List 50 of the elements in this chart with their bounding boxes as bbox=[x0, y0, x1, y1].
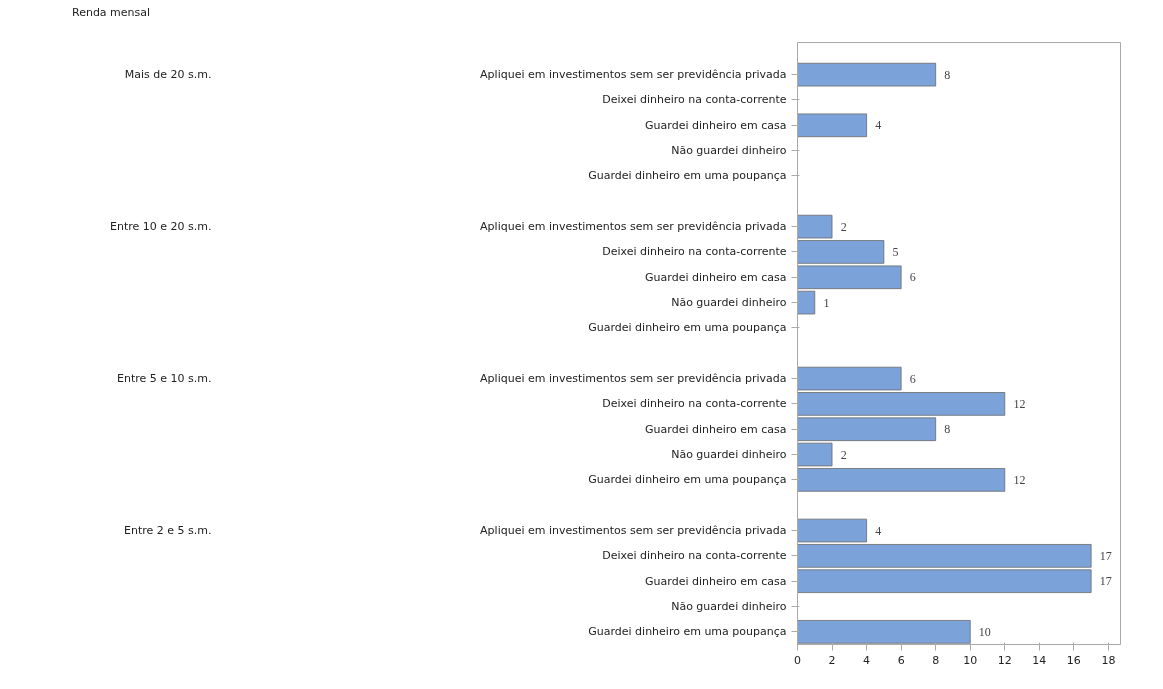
data-label: 12 bbox=[1013, 396, 1026, 411]
data-label: 6 bbox=[909, 270, 916, 285]
y-tick-label: Não guardei dinheiro bbox=[671, 600, 787, 614]
data-label: 1 bbox=[823, 295, 830, 310]
y-tick-label: Guardei dinheiro em uma poupança bbox=[588, 473, 787, 487]
y-tick-label: Deixei dinheiro na conta-corrente bbox=[602, 93, 787, 107]
x-tick-label: 8 bbox=[932, 653, 940, 667]
y-tick-label: Guardei dinheiro em uma poupança bbox=[588, 625, 787, 639]
text: Renda mensal bbox=[72, 5, 151, 21]
x-tick-label: 4 bbox=[863, 653, 871, 667]
data-label: 4 bbox=[875, 118, 882, 133]
data-label: 8 bbox=[944, 422, 951, 437]
text: Entre 2 e 5 s.m. bbox=[124, 524, 212, 538]
x-tick-label: 14 bbox=[1032, 653, 1047, 667]
data-label: 5 bbox=[892, 244, 899, 259]
x-tick-label: 12 bbox=[997, 653, 1012, 667]
text: Entre 5 e 10 s.m. bbox=[117, 372, 212, 386]
x-tick-label: 16 bbox=[1066, 653, 1081, 667]
y-tick-label: Deixei dinheiro na conta-corrente bbox=[602, 549, 787, 563]
y-tick-label: Apliquei em investimentos sem ser previdência privada bbox=[480, 68, 787, 82]
x-tick-label: 0 bbox=[794, 653, 801, 667]
data-label: 6 bbox=[909, 371, 916, 386]
data-label: 17 bbox=[1099, 574, 1112, 589]
data-label: 17 bbox=[1099, 548, 1112, 563]
y-tick-label: Guardei dinheiro em uma poupança bbox=[588, 169, 787, 183]
data-label: 12 bbox=[1013, 472, 1026, 487]
data-label: 4 bbox=[875, 523, 882, 538]
y-tick-label: Não guardei dinheiro bbox=[671, 296, 787, 310]
x-tick-label: 18 bbox=[1101, 653, 1116, 667]
data-label: 8 bbox=[944, 67, 951, 82]
y-tick-label: Guardei dinheiro em casa bbox=[645, 422, 787, 436]
data-label: 2 bbox=[840, 447, 847, 462]
y-tick-label: Apliquei em investimentos sem ser previdência privada bbox=[480, 220, 787, 234]
y-tick-label: Deixei dinheiro na conta-corrente bbox=[602, 397, 787, 411]
y-tick-label: Guardei dinheiro em casa bbox=[645, 270, 787, 284]
data-label: 2 bbox=[840, 219, 847, 234]
y-tick-label: Guardei dinheiro em uma poupança bbox=[588, 321, 787, 335]
y-tick-label: Não guardei dinheiro bbox=[671, 144, 787, 158]
y-tick-label: Não guardei dinheiro bbox=[671, 448, 787, 462]
x-tick-label: 6 bbox=[897, 653, 905, 667]
x-tick-label: 2 bbox=[828, 653, 836, 667]
data-label: 10 bbox=[978, 624, 991, 639]
y-tick-label: Apliquei em investimentos sem ser previdência privada bbox=[480, 372, 787, 386]
x-tick-label: 10 bbox=[963, 653, 978, 667]
text: Entre 10 e 20 s.m. bbox=[110, 220, 212, 234]
y-tick-label: Apliquei em investimentos sem ser previdência privada bbox=[480, 524, 787, 538]
y-tick-label: Guardei dinheiro em casa bbox=[645, 574, 787, 588]
text: Mais de 20 s.m. bbox=[124, 68, 212, 82]
y-tick-label: Guardei dinheiro em casa bbox=[645, 118, 787, 132]
y-tick-label: Deixei dinheiro na conta-corrente bbox=[602, 245, 787, 259]
